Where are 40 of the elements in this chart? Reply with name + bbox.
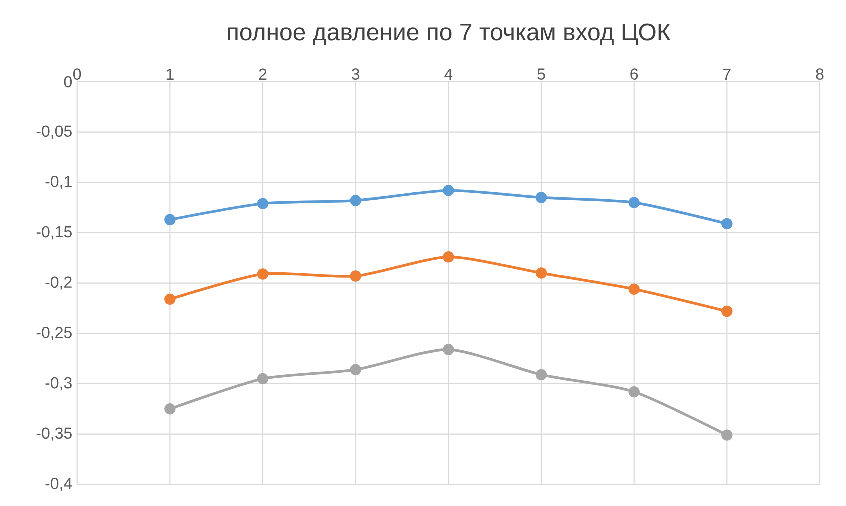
point [628, 197, 640, 208]
y-tick-label: -0,4 [46, 478, 72, 492]
point [257, 268, 269, 280]
point [443, 185, 454, 196]
point [164, 294, 176, 306]
point [257, 198, 269, 210]
y-tick-label: -0,2 [46, 276, 72, 290]
point [536, 192, 548, 204]
y-tick-label: -0,05 [36, 126, 72, 139]
y-tick-label: -0,35 [36, 428, 72, 441]
x-tick-label: 6 [630, 68, 638, 80]
x-tick-label: 8 [816, 68, 824, 80]
point [257, 373, 269, 385]
point [164, 404, 176, 415]
x-tick-label: 5 [538, 68, 546, 80]
point [722, 306, 733, 318]
y-tick-label: -0,1 [46, 176, 72, 190]
point [350, 195, 362, 206]
point [536, 369, 548, 381]
point [722, 218, 733, 230]
y-tick-label: -0,15 [36, 226, 72, 240]
point [628, 284, 640, 295]
x-tick-label: 1 [166, 68, 174, 80]
x-tick-label: 3 [352, 68, 360, 80]
x-tick-label: 0 [74, 68, 82, 80]
x-tick-label: 2 [259, 68, 267, 80]
x-tick-label: 4 [444, 68, 453, 80]
point [350, 270, 362, 282]
y-tick-label: -0,25 [36, 327, 72, 340]
x-tick-label: 7 [724, 68, 731, 80]
y-tick-label: -0,3 [46, 377, 72, 391]
point [164, 214, 176, 226]
point [350, 364, 362, 376]
point [443, 344, 454, 356]
y-tick-label: 0 [64, 76, 72, 88]
point [722, 430, 733, 441]
chart-title: полное давление по 7 точкам вход ЦОК [228, 24, 671, 46]
point [536, 268, 548, 279]
point [443, 252, 454, 263]
point [628, 386, 640, 398]
